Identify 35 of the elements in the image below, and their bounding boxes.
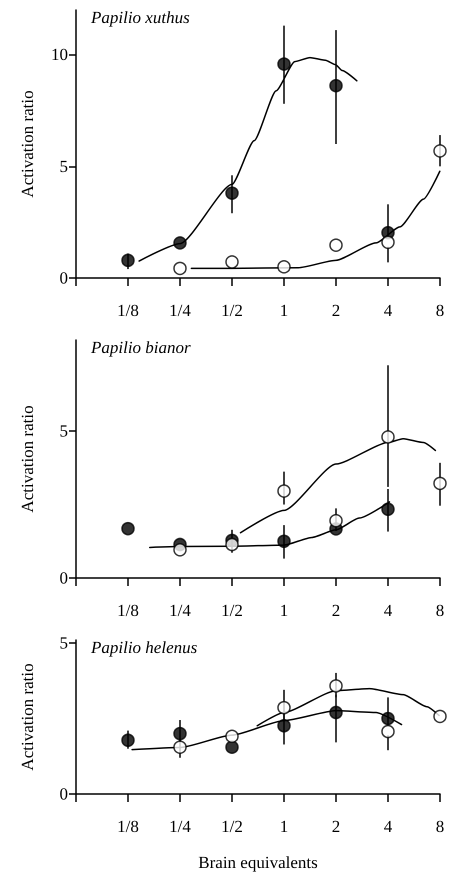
chart-title: Papilio bianor (90, 338, 192, 357)
x-tick-label: 8 (436, 817, 444, 836)
y-tick-label: 0 (60, 568, 68, 588)
x-tick-label: 1/2 (221, 817, 243, 836)
y-tick-label: 5 (60, 634, 68, 653)
x-tick-label: 1 (280, 601, 288, 620)
x-tick-label: 2 (332, 817, 340, 836)
x-tick-label: 1/2 (221, 301, 243, 320)
x-tick-label: 4 (384, 301, 393, 320)
x-tick-label: 1/4 (169, 817, 192, 836)
y-tick-label: 0 (60, 784, 68, 804)
y-axis-title: Activation ratio (18, 405, 37, 513)
y-tick-label: 10 (51, 45, 68, 64)
y-tick-label: 5 (60, 422, 68, 441)
y-axis-title: Activation ratio (18, 663, 37, 771)
x-tick-label: 1/8 (117, 601, 139, 620)
x-tick-label: 8 (436, 301, 444, 320)
y-tick-label: 5 (60, 156, 68, 176)
x-tick-label: 2 (332, 601, 340, 620)
x-tick-label: 1/8 (117, 817, 139, 836)
x-tick-label: 1/4 (169, 301, 192, 320)
x-tick-label: 1 (280, 301, 288, 320)
chart-title: Papilio xuthus (90, 8, 190, 27)
y-axis-title: Activation ratio (18, 90, 37, 198)
x-tick-label: 1/4 (169, 601, 192, 620)
y-tick-label: 0 (60, 268, 68, 288)
x-tick-label: 1/8 (117, 301, 139, 320)
x-tick-label: 4 (384, 601, 393, 620)
x-axis-title: Brain equivalents (198, 853, 318, 872)
x-tick-label: 8 (436, 601, 444, 620)
chart-title: Papilio helenus (90, 638, 198, 657)
x-tick-label: 1 (280, 817, 288, 836)
x-tick-label: 4 (384, 817, 393, 836)
x-tick-label: 1/2 (221, 601, 243, 620)
x-tick-label: 2 (332, 301, 340, 320)
